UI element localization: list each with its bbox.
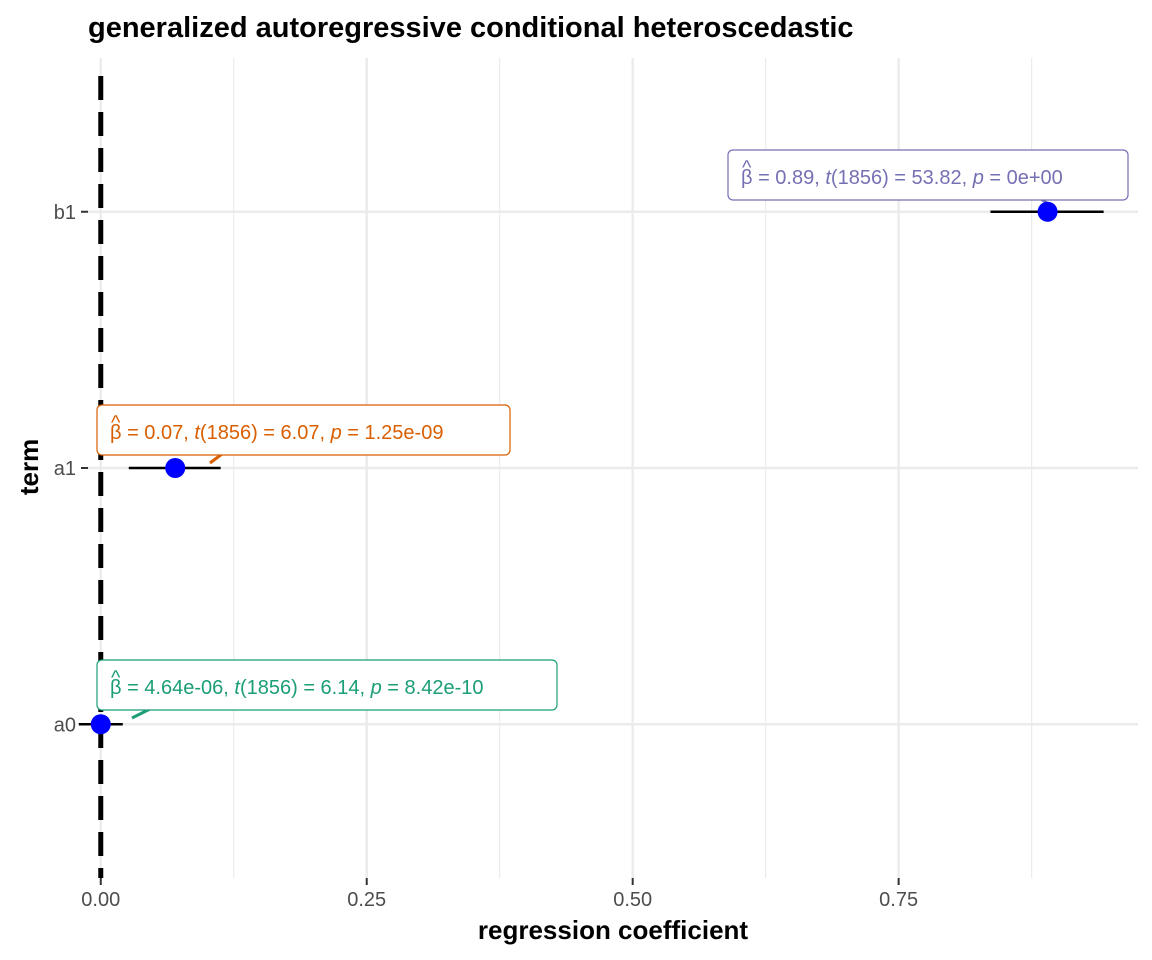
beta-hat: ^ [742, 157, 752, 179]
point [165, 458, 186, 478]
beta-hat: ^ [111, 667, 121, 689]
beta-hat: ^ [111, 412, 121, 434]
label-box [727, 149, 1129, 201]
label-boxes: ^β = 4.64e-06, t(1856) = 6.14, p = 8.42e… [96, 149, 1129, 711]
x-tick-label: 0.00 [81, 889, 120, 911]
point [1037, 201, 1058, 222]
x-tick-label: 0.50 [613, 889, 652, 911]
label-box [96, 404, 511, 456]
y-tick-label: a1 [54, 458, 76, 480]
label-text: β = 0.07, t(1856) = 6.07, p = 1.25e-09 [110, 422, 443, 444]
y-tick-label: a0 [54, 714, 76, 736]
x-axis: 0.00 0.25 0.50 0.75 [81, 878, 918, 911]
x-axis-title: regression coefficient [478, 915, 749, 945]
data-marks [78, 193, 1104, 735]
label-box [96, 659, 558, 711]
label-text: β = 0.89, t(1856) = 53.82, p = 0e+00 [741, 167, 1063, 189]
x-tick-label: 0.25 [347, 889, 386, 911]
point [90, 714, 111, 735]
y-axis: a0 a1 b1 [54, 202, 88, 736]
y-tick-label: b1 [54, 202, 76, 224]
y-axis-title: term [14, 439, 44, 495]
chart-title: generalized autoregressive conditional h… [88, 12, 854, 44]
x-tick-label: 0.75 [879, 889, 918, 911]
label-text: β = 4.64e-06, t(1856) = 6.14, p = 8.42e-… [110, 677, 483, 699]
